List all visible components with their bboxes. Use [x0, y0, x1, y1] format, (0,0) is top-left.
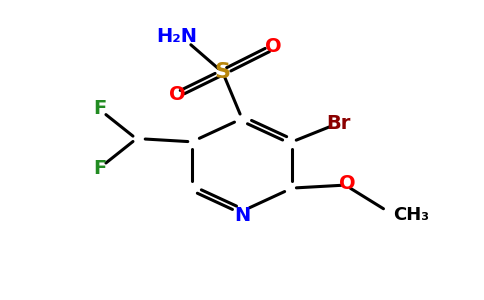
Text: S: S: [215, 62, 231, 82]
Text: CH₃: CH₃: [393, 206, 429, 224]
Text: Br: Br: [326, 114, 350, 134]
Text: H₂N: H₂N: [156, 27, 197, 46]
Text: O: O: [339, 174, 356, 193]
Text: F: F: [93, 99, 107, 119]
Text: O: O: [168, 85, 185, 104]
Text: O: O: [265, 38, 282, 56]
Text: F: F: [93, 159, 107, 178]
Text: N: N: [234, 206, 250, 225]
